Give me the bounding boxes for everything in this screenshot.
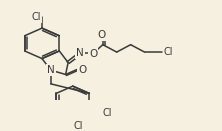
Text: Cl: Cl xyxy=(102,108,112,118)
Text: N: N xyxy=(47,65,55,75)
Text: O: O xyxy=(78,65,86,75)
Text: N: N xyxy=(76,48,84,58)
Text: Cl: Cl xyxy=(74,121,83,131)
Text: Cl: Cl xyxy=(164,47,173,57)
Text: Cl: Cl xyxy=(32,12,41,22)
Text: O: O xyxy=(98,30,106,40)
Text: O: O xyxy=(89,49,97,59)
